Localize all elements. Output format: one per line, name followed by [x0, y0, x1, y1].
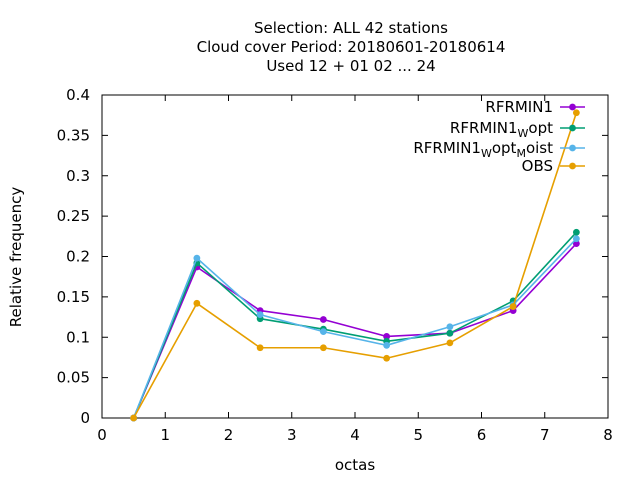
data-point — [319, 344, 327, 352]
data-point — [572, 109, 580, 117]
x-tick-label: 5 — [413, 426, 423, 444]
data-point — [383, 341, 391, 349]
legend-label: RFRMIN1 — [485, 98, 553, 116]
data-point — [319, 328, 327, 335]
y-tick-label: 0.4 — [66, 86, 90, 104]
data-point — [572, 235, 580, 243]
data-point — [256, 344, 264, 352]
title-line-3: Used 12 + 01 02 ... 24 — [266, 57, 435, 75]
data-point — [509, 303, 517, 310]
legend-label: RFRMIN1WoptMoist — [413, 139, 553, 160]
data-point — [319, 316, 327, 323]
x-tick-label: 2 — [224, 426, 234, 444]
x-tick-label: 4 — [350, 426, 360, 444]
legend-label: OBS — [522, 157, 553, 175]
y-tick-label: 0.25 — [57, 207, 90, 225]
legend-swatch-marker — [569, 124, 576, 132]
series-line — [132, 231, 577, 419]
y-tick-label: 0.35 — [57, 126, 90, 144]
data-point — [572, 228, 580, 236]
data-point — [446, 323, 454, 331]
title-line-2: Cloud cover Period: 20180601-20180614 — [197, 38, 506, 56]
x-tick-label: 3 — [287, 426, 297, 444]
y-tick-label: 0.2 — [66, 248, 90, 266]
legend-swatch-marker — [569, 144, 576, 152]
legend-entry: RFRMIN1 — [485, 98, 585, 116]
data-point — [383, 333, 391, 340]
series-4 — [130, 109, 580, 422]
x-tick-label: 7 — [540, 426, 550, 444]
title-line-1: Selection: ALL 42 stations — [254, 19, 448, 37]
axes: 0 1 2 3 4 5 6 7 8 0 0.05 0.1 0.15 0.2 0.25 0.3 0.35 0.4 — [57, 86, 613, 444]
series-line — [132, 112, 578, 419]
chart-title: Selection: ALL 42 stations Cloud cover P… — [197, 19, 506, 75]
y-tick-label: 0.15 — [57, 288, 90, 306]
legend-entry: RFRMIN1Wopt — [450, 119, 585, 140]
legend-label: RFRMIN1Wopt — [450, 119, 553, 140]
data-point — [383, 354, 391, 362]
series-line — [132, 238, 577, 419]
data-point — [572, 240, 580, 247]
data-point — [256, 311, 264, 319]
y-axis-label: Relative frequency — [7, 187, 25, 328]
data-point — [446, 329, 454, 337]
legend-swatch-marker — [569, 103, 576, 111]
data-point — [446, 339, 454, 347]
legend-entry: RFRMIN1WoptMoist — [413, 139, 585, 160]
x-tick-label: 6 — [477, 426, 487, 444]
series-layer — [130, 109, 580, 422]
x-tick-label: 0 — [97, 426, 107, 444]
y-tick-label: 0.05 — [57, 369, 90, 387]
y-tick-label: 0.3 — [66, 167, 90, 185]
legend-entry: OBS — [522, 157, 585, 175]
data-point — [193, 299, 201, 307]
x-axis-label: octas — [335, 456, 375, 474]
y-tick-label: 0.1 — [66, 328, 90, 346]
data-point — [130, 414, 138, 422]
x-tick-label: 8 — [603, 426, 613, 444]
data-point — [193, 254, 201, 262]
series-line — [132, 243, 577, 419]
y-tick-label: 0 — [80, 409, 90, 427]
series-1 — [130, 240, 580, 422]
legend-swatch-marker — [569, 162, 576, 170]
x-tick-label: 1 — [160, 426, 170, 444]
